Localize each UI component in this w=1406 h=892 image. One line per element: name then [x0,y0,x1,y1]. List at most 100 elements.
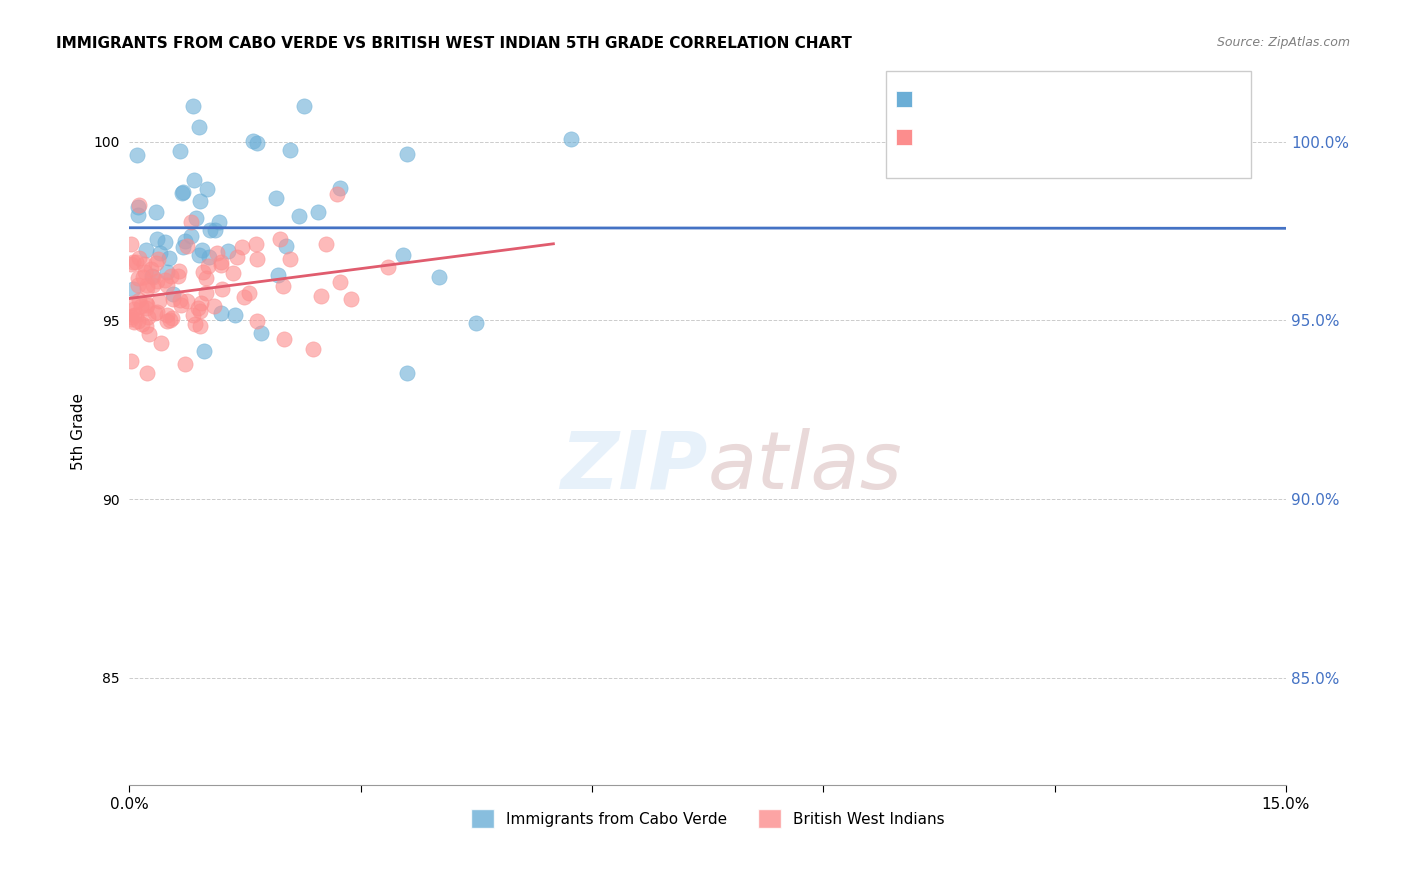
British West Indians [134,257,156,271]
Legend: Immigrants from Cabo Verde, British West Indians: Immigrants from Cabo Verde, British West… [465,803,950,834]
British West Indians [245,237,267,252]
British West Indians [273,279,295,293]
British West Indians [326,187,349,202]
British West Indians [125,255,148,269]
Immigrants from Cabo Verde [190,194,212,208]
British West Indians [128,293,150,308]
British West Indians [238,286,260,301]
British West Indians [155,308,177,322]
British West Indians [127,314,149,328]
Immigrants from Cabo Verde [329,181,352,195]
British West Indians [211,254,233,268]
British West Indians [188,304,211,318]
British West Indians [135,281,157,295]
British West Indians [135,277,157,292]
Text: R =  0.367   N = 92: R = 0.367 N = 92 [900,120,1073,135]
British West Indians [145,274,167,288]
British West Indians [156,277,179,292]
British West Indians [195,286,218,301]
Immigrants from Cabo Verde [224,308,246,322]
Immigrants from Cabo Verde [156,265,179,279]
British West Indians [128,252,150,266]
British West Indians [221,266,243,280]
British West Indians [377,260,399,275]
Immigrants from Cabo Verde [249,326,271,340]
British West Indians [148,293,170,308]
British West Indians [155,314,177,328]
British West Indians [225,250,247,264]
Immigrants from Cabo Verde [195,182,218,196]
British West Indians [128,198,150,212]
British West Indians [162,292,184,306]
British West Indians [207,246,229,260]
British West Indians [150,336,173,351]
Immigrants from Cabo Verde [172,240,194,254]
Immigrants from Cabo Verde [157,251,180,265]
British West Indians [329,276,352,290]
British West Indians [246,314,269,328]
British West Indians [146,304,169,318]
Immigrants from Cabo Verde [278,143,301,157]
British West Indians [202,299,225,313]
Immigrants from Cabo Verde [180,229,202,244]
British West Indians [159,312,181,326]
Immigrants from Cabo Verde [127,200,149,214]
Immigrants from Cabo Verde [392,248,415,262]
Immigrants from Cabo Verde [191,243,214,257]
British West Indians [142,269,165,284]
British West Indians [145,256,167,270]
Immigrants from Cabo Verde [204,223,226,237]
Text: IMMIGRANTS FROM CABO VERDE VS BRITISH WEST INDIAN 5TH GRADE CORRELATION CHART: IMMIGRANTS FROM CABO VERDE VS BRITISH WE… [56,36,852,51]
Immigrants from Cabo Verde [183,172,205,186]
Immigrants from Cabo Verde [274,238,297,252]
British West Indians [125,308,148,322]
Immigrants from Cabo Verde [169,144,191,158]
Immigrants from Cabo Verde [208,215,231,229]
British West Indians [134,265,156,279]
Immigrants from Cabo Verde [246,136,269,151]
British West Indians [209,258,232,272]
Immigrants from Cabo Verde [292,99,315,113]
British West Indians [120,237,142,252]
Text: Source: ZipAtlas.com: Source: ZipAtlas.com [1216,36,1350,49]
British West Indians [120,354,142,368]
Immigrants from Cabo Verde [135,244,157,258]
Immigrants from Cabo Verde [170,186,193,200]
British West Indians [146,252,169,267]
British West Indians [160,268,183,283]
British West Indians [136,366,159,380]
British West Indians [135,298,157,312]
British West Indians [315,236,337,251]
British West Indians [184,318,207,332]
British West Indians [169,264,191,278]
British West Indians [190,296,212,310]
Immigrants from Cabo Verde [465,316,488,330]
Immigrants from Cabo Verde [145,204,167,219]
Immigrants from Cabo Verde [209,306,232,320]
British West Indians [167,268,190,283]
British West Indians [170,298,193,312]
British West Indians [278,252,301,266]
British West Indians [121,310,143,325]
British West Indians [122,295,145,310]
Immigrants from Cabo Verde [141,268,163,283]
British West Indians [174,357,197,371]
British West Indians [273,332,295,346]
Y-axis label: 5th Grade: 5th Grade [72,392,86,470]
British West Indians [233,290,256,304]
Immigrants from Cabo Verde [396,366,419,380]
Immigrants from Cabo Verde [172,185,194,199]
British West Indians [176,239,198,253]
Immigrants from Cabo Verde [307,205,329,219]
Immigrants from Cabo Verde [146,232,169,246]
British West Indians [129,299,152,313]
British West Indians [122,308,145,322]
Immigrants from Cabo Verde [198,223,221,237]
Immigrants from Cabo Verde [193,343,215,358]
Immigrants from Cabo Verde [155,235,177,249]
British West Indians [180,215,202,229]
British West Indians [131,317,153,331]
Text: atlas: atlas [707,427,903,506]
British West Indians [195,271,218,285]
British West Indians [120,312,142,326]
